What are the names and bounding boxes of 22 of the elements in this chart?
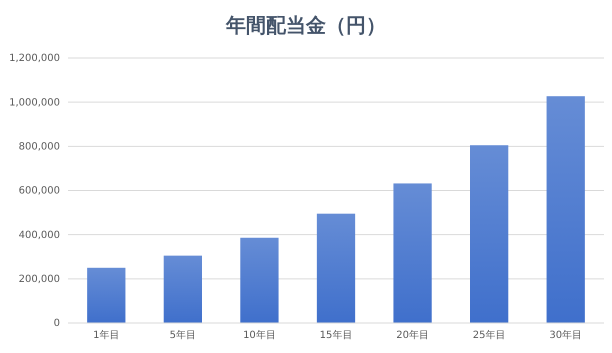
bar xyxy=(546,96,585,323)
bar xyxy=(316,214,356,323)
chart-title: 年間配当金（円） xyxy=(225,13,386,37)
y-tick-label: 200,000 xyxy=(18,274,60,286)
x-tick-label: 10年目 xyxy=(243,329,276,342)
x-tick-label: 5年目 xyxy=(170,329,196,342)
bar xyxy=(393,183,432,323)
bar xyxy=(164,256,202,323)
y-tick-label: 800,000 xyxy=(18,142,60,153)
y-tick-label: 1,200,000 xyxy=(9,53,60,64)
x-tick-label: 30年目 xyxy=(549,329,582,342)
x-tick-label: 1年目 xyxy=(93,329,120,342)
y-tick-label: 1,000,000 xyxy=(9,97,60,108)
bar xyxy=(470,145,508,323)
x-tick-label: 15年目 xyxy=(320,329,352,342)
bar xyxy=(87,268,126,323)
bar xyxy=(240,238,279,323)
x-tick-label: 25年目 xyxy=(472,329,506,342)
y-tick-label: 400,000 xyxy=(18,230,60,241)
y-tick-label: 600,000 xyxy=(18,186,60,197)
x-tick-label: 20年目 xyxy=(396,329,429,342)
y-tick-label: 0 xyxy=(54,318,60,330)
